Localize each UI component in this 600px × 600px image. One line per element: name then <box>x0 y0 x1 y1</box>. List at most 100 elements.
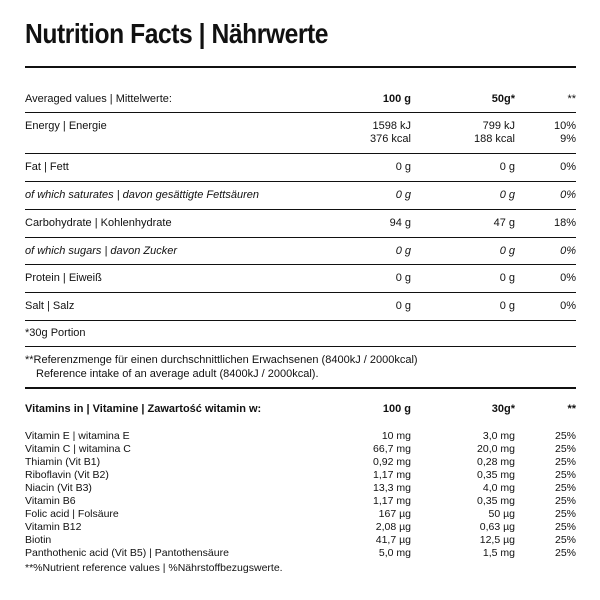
vitamin-value-100g: 13,3 mg <box>373 482 411 494</box>
row-value-pct: 0% <box>560 272 576 284</box>
nrv-note: **%Nutrient reference values | %Nährstof… <box>25 562 283 574</box>
vitamins-header-label: Vitamins in | Vitamine | Zawartość witam… <box>25 403 262 415</box>
vitamin-row: Vitamin B12 2,08 µg 0,63 µg 25% <box>25 521 576 533</box>
vitamin-value-pct: 25% <box>554 469 576 481</box>
vitamin-label: Vitamin C | witamina C <box>25 443 131 455</box>
vitamin-value-pct: 25% <box>554 482 576 494</box>
row-value-100g: 0 g <box>395 300 411 312</box>
vitamin-row: Vitamin C | witamina C 66,7 mg 20,0 mg 2… <box>25 443 576 455</box>
row-value-50g: 0 g <box>499 300 515 312</box>
row-value-pct: 0% <box>560 189 576 201</box>
vitamin-label: Vitamin E | witamina E <box>25 430 130 442</box>
row-label: of which saturates | davon gesättigte Fe… <box>25 189 259 201</box>
header-col-50g: 50g* <box>491 93 515 105</box>
vitamins-header-col-100g: 100 g <box>382 403 411 415</box>
row-value-100g: 0 g <box>395 272 411 284</box>
vitamin-value-100g: 167 µg <box>378 508 411 520</box>
vitamin-value-30g: 50 µg <box>488 508 516 520</box>
divider <box>25 292 576 293</box>
vitamin-value-pct: 25% <box>554 456 576 468</box>
energy-100-kj: 1598 kJ <box>372 120 411 132</box>
divider <box>25 346 576 347</box>
reference-note-line2: Reference intake of an average adult (84… <box>36 368 319 380</box>
row-value-pct: 0% <box>560 300 576 312</box>
row-label: Energy | Energie <box>25 120 107 132</box>
header-label: Averaged values | Mittelwerte: <box>25 93 172 105</box>
divider <box>25 320 576 321</box>
row-value-50g: 0 g <box>499 272 515 284</box>
vitamin-row: Vitamin E | witamina E 10 mg 3,0 mg 25% <box>25 430 576 442</box>
portion-note: *30g Portion <box>25 327 86 339</box>
divider <box>25 112 576 113</box>
vitamin-value-30g: 0,35 mg <box>477 469 515 481</box>
vitamin-value-100g: 0,92 mg <box>373 456 411 468</box>
section-divider <box>25 387 576 389</box>
row-value-50g: 0 g <box>499 189 515 201</box>
vitamin-value-30g: 3,0 mg <box>482 430 515 442</box>
header-col-pct: ** <box>567 93 576 105</box>
vitamin-row: Riboflavin (Vit B2) 1,17 mg 0,35 mg 25% <box>25 469 576 481</box>
vitamin-value-30g: 1,5 mg <box>482 547 515 559</box>
row-value-100g: 0 g <box>395 161 411 173</box>
row-value-pct: 0% <box>560 245 576 257</box>
energy-100-kcal: 376 kcal <box>370 133 411 145</box>
vitamin-value-100g: 2,08 µg <box>375 521 411 533</box>
vitamin-label: Niacin (Vit B3) <box>25 482 92 494</box>
row-value-pct: 0% <box>560 161 576 173</box>
row-value-50g: 0 g <box>499 161 515 173</box>
row-label: Carbohydrate | Kohlenhydrate <box>25 217 172 229</box>
energy-50-kj: 799 kJ <box>482 120 515 132</box>
vitamin-row: Thiamin (Vit B1) 0,92 mg 0,28 mg 25% <box>25 456 576 468</box>
vitamin-value-30g: 0,63 µg <box>479 521 515 533</box>
energy-pct-kcal: 9% <box>560 133 576 145</box>
divider <box>25 264 576 265</box>
vitamin-label: Riboflavin (Vit B2) <box>25 469 109 481</box>
vitamins-header-col-30g: 30g* <box>491 403 515 415</box>
vitamin-row: Vitamin B6 1,17 mg 0,35 mg 25% <box>25 495 576 507</box>
divider <box>25 153 576 154</box>
vitamin-value-30g: 20,0 mg <box>477 443 515 455</box>
row-label: Salt | Salz <box>25 300 75 312</box>
row-label: Fat | Fett <box>25 161 69 173</box>
vitamin-value-pct: 25% <box>554 443 576 455</box>
vitamins-header-col-pct: ** <box>567 403 576 415</box>
reference-note-line1: **Referenzmenge für einen durchschnittli… <box>25 354 418 366</box>
vitamin-value-100g: 10 mg <box>381 430 411 442</box>
row-value-50g: 47 g <box>493 217 515 229</box>
table-row-energy: Energy | Energie 1598 kJ 376 kcal 799 kJ… <box>25 120 576 146</box>
energy-50-kcal: 188 kcal <box>474 133 515 145</box>
row-value-50g: 0 g <box>499 245 515 257</box>
vitamin-value-pct: 25% <box>554 534 576 546</box>
vitamin-value-30g: 0,35 mg <box>477 495 515 507</box>
vitamin-value-30g: 12,5 µg <box>479 534 515 546</box>
page-title: Nutrition Facts | Nährwerte <box>25 18 329 49</box>
vitamin-value-pct: 25% <box>554 508 576 520</box>
divider <box>25 209 576 210</box>
vitamin-label: Vitamin B6 <box>25 495 76 507</box>
energy-pct-kj: 10% <box>553 120 576 132</box>
header-col-100g: 100 g <box>382 93 411 105</box>
vitamin-row: Niacin (Vit B3) 13,3 mg 4,0 mg 25% <box>25 482 576 494</box>
row-value-pct: 18% <box>553 217 576 229</box>
vitamin-value-pct: 25% <box>554 547 576 559</box>
title-divider <box>25 66 576 68</box>
vitamin-value-pct: 25% <box>554 430 576 442</box>
vitamin-value-pct: 25% <box>554 495 576 507</box>
row-value-100g: 94 g <box>389 217 411 229</box>
vitamin-value-100g: 1,17 mg <box>373 495 411 507</box>
vitamin-value-100g: 41,7 µg <box>375 534 411 546</box>
vitamin-value-100g: 1,17 mg <box>373 469 411 481</box>
vitamin-label: Thiamin (Vit B1) <box>25 456 101 468</box>
row-value-100g: 0 g <box>395 189 411 201</box>
vitamin-value-100g: 66,7 mg <box>373 443 411 455</box>
divider <box>25 181 576 182</box>
row-label: of which sugars | davon Zucker <box>25 245 178 257</box>
row-label: Protein | Eiweiß <box>25 272 102 284</box>
divider <box>25 237 576 238</box>
vitamin-label: Folic acid | Folsäure <box>25 508 119 520</box>
vitamin-value-100g: 5,0 mg <box>378 547 411 559</box>
vitamin-value-30g: 4,0 mg <box>482 482 515 494</box>
row-value-100g: 0 g <box>395 245 411 257</box>
vitamin-row: Folic acid | Folsäure 167 µg 50 µg 25% <box>25 508 576 520</box>
vitamin-value-pct: 25% <box>554 521 576 533</box>
